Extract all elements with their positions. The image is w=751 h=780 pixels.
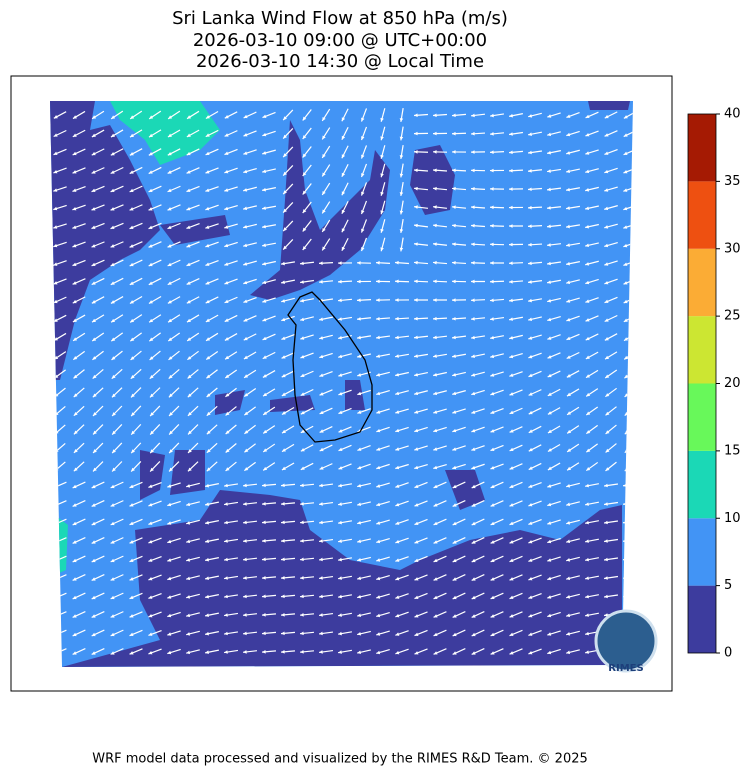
title: Sri Lanka Wind Flow at 850 hPa (m/s) — [172, 8, 508, 29]
colorbar-tick-label: 30 — [724, 241, 741, 256]
colorbar-tick-label: 0 — [724, 646, 732, 661]
footer: WRF model data processed and visualized … — [92, 752, 588, 767]
logo-text: RIMES — [608, 663, 643, 674]
colorbar-tick-label: 40 — [724, 107, 741, 122]
colorbar: 0 5 10 15 20 25 30 35 40 — [688, 107, 741, 661]
colorbar-tick-label: 5 — [724, 578, 732, 593]
colorbar-segment — [688, 586, 716, 653]
colorbar-tick-label: 20 — [724, 376, 741, 391]
colorbar-segment — [688, 114, 716, 181]
colorbar-segment — [688, 181, 716, 248]
colorbar-segment — [688, 518, 716, 585]
colorbar-tick-label: 15 — [724, 443, 741, 458]
colorbar-segment — [688, 384, 716, 451]
wind-field — [40, 95, 640, 675]
colorbar-segment — [688, 316, 716, 383]
colorbar-tick-label: 10 — [724, 511, 741, 526]
colorbar-tick-label: 35 — [724, 174, 741, 189]
logo-emblem — [596, 611, 656, 671]
subtitle: 2026-03-10 09:00 @ UTC+00:00 — [193, 30, 487, 51]
colorbar-segment — [688, 249, 716, 316]
subtitle: 2026-03-10 14:30 @ Local Time — [196, 51, 484, 72]
colorbar-segment — [688, 451, 716, 518]
colorbar-tick-label: 25 — [724, 309, 741, 324]
